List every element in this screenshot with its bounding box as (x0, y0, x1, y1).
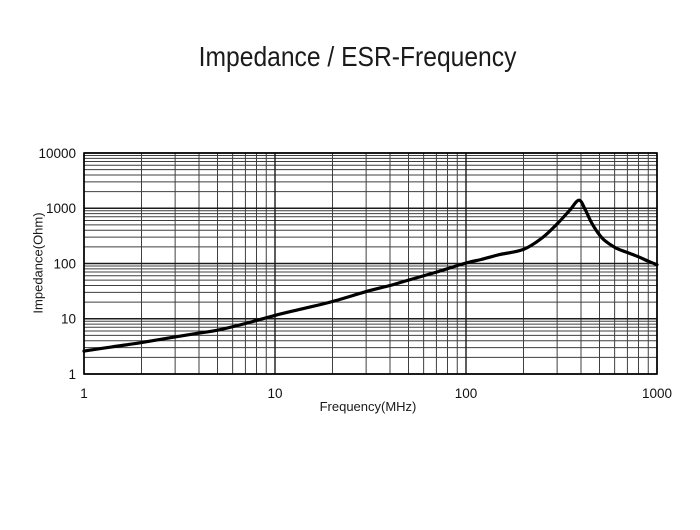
y-tick-label: 10 (61, 312, 76, 327)
impedance-curve (82, 198, 659, 353)
y-tick-label: 1000 (46, 201, 76, 216)
chart-title-text: Impedance / ESR-Frequency (199, 41, 517, 72)
x-axis-label: Frequency(MHz) (319, 399, 417, 414)
x-tick-label: 100 (455, 386, 478, 401)
y-tick-label: 100 (53, 256, 76, 271)
x-tick-label: 1000 (642, 386, 672, 401)
x-tick-label: 1 (80, 386, 88, 401)
x-tick-label: 10 (267, 386, 282, 401)
y-tick-label: 10000 (38, 146, 76, 161)
y-tick-label: 1 (68, 367, 76, 382)
y-axis-label: Impedance(Ohm) (30, 212, 46, 314)
chart-title: Impedance / ESR-Frequency (0, 41, 700, 73)
